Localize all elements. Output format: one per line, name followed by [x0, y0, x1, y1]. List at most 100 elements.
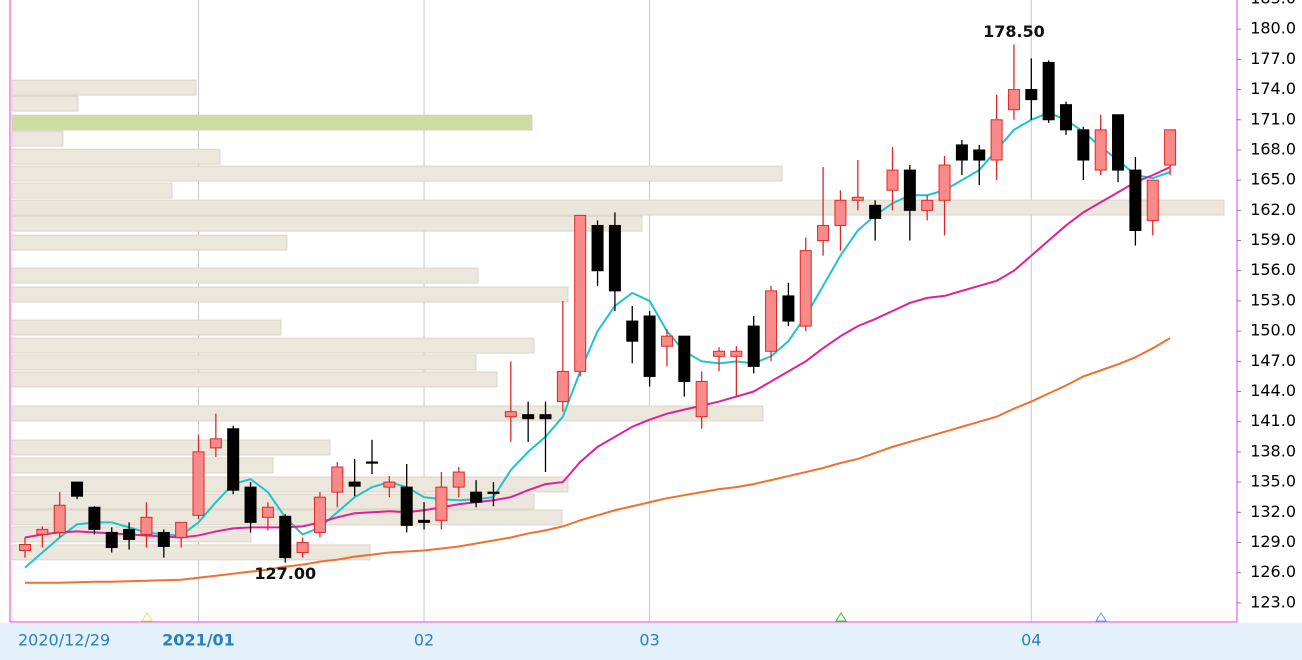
candle-body — [556, 370, 569, 403]
candle-body — [1042, 61, 1055, 121]
candle-body — [643, 315, 656, 377]
y-tick-label: 123.0 — [1250, 592, 1296, 611]
x-tick-label: 2021/01 — [162, 631, 235, 650]
moving-average-line — [25, 337, 1171, 584]
price-volume-bar — [11, 234, 288, 251]
candle-body — [851, 196, 864, 201]
y-tick-label: 144.0 — [1250, 381, 1296, 400]
price-volume-bar — [11, 405, 764, 422]
candle-body — [487, 491, 500, 494]
candle-body — [261, 506, 274, 518]
candle-body — [88, 506, 101, 530]
candle-body — [747, 325, 760, 367]
candle-body — [244, 486, 257, 523]
y-tick-label: 183.0 — [1250, 0, 1296, 7]
moving-average-line — [24, 166, 1171, 539]
annotation: 178.50 — [983, 22, 1045, 41]
candle-body — [539, 414, 552, 420]
price-volume-bar — [11, 95, 79, 112]
candle-body — [1129, 169, 1142, 231]
signal-marker — [835, 612, 847, 622]
candle-body — [1112, 114, 1125, 171]
x-tick-label: 04 — [1021, 631, 1041, 650]
y-tick-label: 126.0 — [1250, 562, 1296, 581]
candle-body — [1164, 129, 1177, 166]
price-volume-bar — [11, 371, 498, 388]
y-tick-label: 147.0 — [1250, 351, 1296, 370]
y-tick-label: 138.0 — [1250, 441, 1296, 460]
price-volume-bar — [11, 79, 197, 96]
candle-body — [1094, 129, 1107, 171]
price-volume-bar — [11, 457, 274, 474]
candle-body — [955, 144, 968, 161]
x-tick-label: 03 — [639, 631, 659, 650]
candle-body — [227, 428, 240, 491]
candle-body — [990, 119, 1003, 161]
candle-body — [730, 350, 743, 357]
y-tick-label: 153.0 — [1250, 290, 1296, 309]
y-tick-label: 168.0 — [1250, 139, 1296, 158]
candle-body — [313, 496, 326, 533]
y-tick-label: 141.0 — [1250, 411, 1296, 430]
candle-body — [973, 149, 986, 161]
price-volume-bar — [11, 439, 331, 456]
candle-body — [1146, 179, 1159, 221]
y-tick-label: 132.0 — [1250, 502, 1296, 521]
y-tick-label: 162.0 — [1250, 200, 1296, 219]
candle-body — [1025, 89, 1038, 101]
candle-body — [903, 169, 916, 211]
candle-body — [331, 466, 344, 493]
candle-body — [192, 451, 205, 516]
candle-body — [123, 528, 136, 540]
candle-body — [452, 471, 465, 488]
price-volume-bar — [11, 337, 535, 354]
y-tick-label: 165.0 — [1250, 170, 1296, 189]
candle-body — [1060, 104, 1072, 131]
candle-body — [522, 414, 535, 420]
candle-body — [36, 528, 49, 535]
x-tick-label: 2020/12/29 — [18, 631, 110, 650]
candle-body — [504, 411, 517, 418]
candle-body — [799, 250, 812, 327]
price-volume-bar — [11, 182, 173, 199]
annotation: 127.00 — [254, 564, 316, 583]
price-volume-bar — [11, 267, 479, 284]
y-tick-label: 156.0 — [1250, 260, 1296, 279]
candle-body — [175, 521, 188, 538]
candle-body — [400, 486, 413, 526]
candle-body — [834, 199, 847, 226]
candle-body — [157, 531, 170, 548]
x-tick-label: 02 — [414, 631, 434, 650]
price-volume-bar — [11, 319, 282, 336]
y-tick-label: 135.0 — [1250, 472, 1296, 491]
candle-body — [626, 320, 639, 342]
price-volume-bar — [11, 199, 1225, 216]
candle-body — [383, 481, 396, 488]
candle-body — [886, 169, 899, 191]
candle-body — [279, 515, 292, 559]
candle-body — [140, 516, 153, 535]
candle-body — [348, 481, 361, 487]
candle-body — [418, 519, 431, 523]
candle-body — [817, 224, 830, 242]
candle-body — [869, 204, 882, 219]
candle-body — [71, 481, 84, 497]
candle-body — [938, 164, 951, 201]
candle-body — [921, 199, 934, 211]
signal-marker — [141, 612, 153, 622]
candle-body — [1007, 89, 1020, 111]
price-volume-bar — [11, 165, 783, 182]
y-tick-label: 150.0 — [1250, 321, 1296, 340]
candle-body — [608, 224, 621, 292]
candle-body — [591, 224, 604, 272]
candle-body — [713, 350, 725, 357]
price-volume-bar — [11, 148, 221, 165]
candle-body — [19, 544, 31, 552]
candle-body — [209, 438, 222, 449]
candle-body — [296, 541, 309, 554]
candle-body — [366, 461, 378, 464]
candle-body — [1077, 129, 1090, 161]
price-volume-bar — [11, 286, 569, 303]
x-axis-band — [0, 623, 1302, 660]
